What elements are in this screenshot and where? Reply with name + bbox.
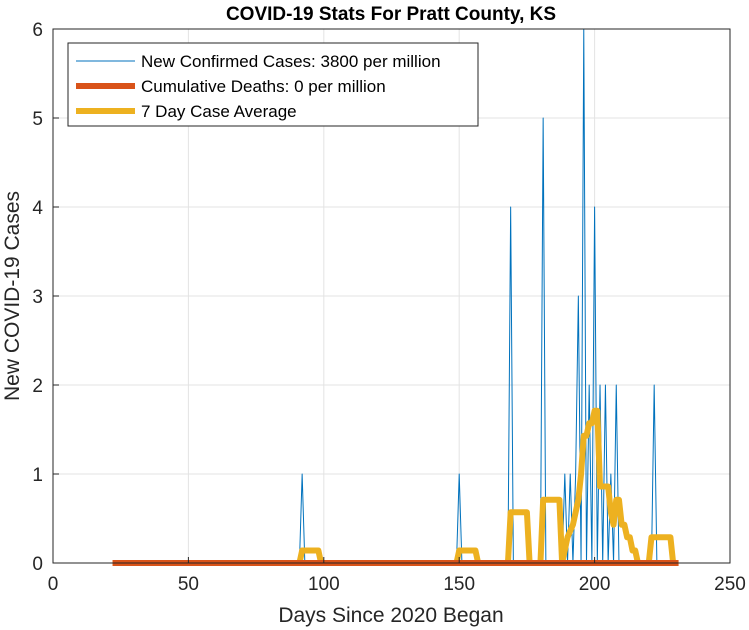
- y-axis-label: New COVID-19 Cases: [1, 191, 24, 401]
- legend-label-7day-average: 7 Day Case Average: [141, 102, 297, 121]
- y-tick-label: 6: [32, 20, 43, 41]
- x-tick-label: 50: [178, 574, 199, 595]
- x-axis-label: Days Since 2020 Began: [278, 604, 503, 627]
- ticks: 0 50 100 150 200 250 0 1 2 3 4 5 6: [32, 20, 745, 595]
- y-tick-label: 5: [32, 109, 43, 130]
- chart-title: COVID-19 Stats For Pratt County, KS: [226, 4, 556, 25]
- x-tick-label: 250: [714, 574, 746, 595]
- legend-label-new-cases: New Confirmed Cases: 3800 per million: [141, 52, 441, 71]
- y-tick-label: 4: [32, 198, 43, 219]
- y-tick-label: 3: [32, 287, 43, 308]
- legend: New Confirmed Cases: 3800 per million Cu…: [67, 42, 479, 127]
- y-tick-label: 1: [32, 465, 43, 486]
- legend-label-deaths: Cumulative Deaths: 0 per million: [141, 77, 386, 96]
- legend-box: [67, 42, 479, 127]
- y-tick-label: 2: [32, 376, 43, 397]
- x-tick-label: 150: [443, 574, 475, 595]
- x-tick-label: 100: [308, 574, 340, 595]
- y-tick-label: 0: [32, 554, 43, 575]
- x-tick-label: 200: [579, 574, 611, 595]
- x-tick-label: 0: [48, 574, 59, 595]
